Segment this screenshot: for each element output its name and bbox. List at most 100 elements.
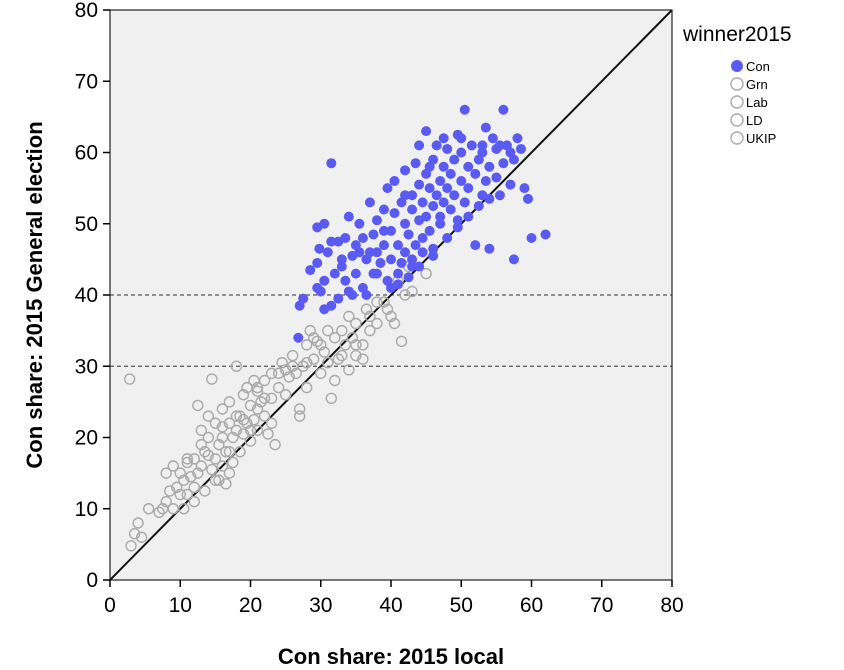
point-con bbox=[494, 190, 505, 201]
point-con bbox=[371, 247, 382, 258]
point-other bbox=[188, 495, 201, 508]
point-other bbox=[230, 360, 243, 372]
point-con bbox=[396, 257, 407, 268]
point-other bbox=[272, 381, 285, 394]
x-tick-label: 40 bbox=[379, 594, 402, 617]
point-other bbox=[265, 367, 278, 380]
legend-marker bbox=[730, 113, 744, 127]
point-con bbox=[515, 143, 526, 154]
point-other bbox=[213, 474, 225, 486]
point-other bbox=[279, 389, 292, 401]
point-other bbox=[276, 356, 288, 369]
point-other bbox=[258, 410, 271, 422]
point-other bbox=[195, 424, 208, 437]
point-con bbox=[498, 158, 509, 169]
point-other bbox=[364, 310, 376, 323]
point-con bbox=[305, 265, 316, 276]
legend-label: LD bbox=[746, 113, 763, 128]
point-con bbox=[314, 243, 325, 254]
point-con bbox=[410, 240, 421, 251]
point-other bbox=[125, 540, 137, 552]
point-con bbox=[442, 183, 453, 194]
point-con bbox=[371, 268, 382, 279]
point-other bbox=[251, 403, 264, 415]
point-con bbox=[293, 332, 304, 343]
point-other bbox=[160, 467, 172, 479]
point-other bbox=[244, 424, 257, 437]
point-other bbox=[301, 356, 313, 369]
point-other bbox=[206, 373, 218, 385]
point-con bbox=[414, 261, 425, 272]
point-con bbox=[343, 286, 354, 297]
point-con bbox=[357, 233, 368, 243]
legend-marker bbox=[730, 131, 744, 145]
point-con bbox=[512, 133, 523, 144]
point-other bbox=[227, 431, 239, 444]
point-other bbox=[123, 373, 136, 385]
point-con bbox=[456, 176, 467, 186]
point-other bbox=[128, 527, 141, 540]
point-con bbox=[470, 168, 481, 179]
point-con bbox=[480, 122, 491, 133]
point-other bbox=[332, 353, 345, 365]
point-other bbox=[220, 446, 232, 458]
point-other bbox=[336, 349, 348, 362]
point-other bbox=[142, 503, 155, 515]
point-other bbox=[202, 410, 215, 422]
point-other bbox=[357, 353, 369, 365]
point-con bbox=[414, 140, 425, 151]
y-tick-label: 20 bbox=[75, 427, 98, 450]
point-con bbox=[322, 247, 333, 258]
point-other bbox=[395, 335, 408, 348]
point-con bbox=[407, 190, 418, 201]
point-con bbox=[375, 257, 386, 268]
legend-label: Grn bbox=[746, 77, 768, 92]
point-con bbox=[445, 204, 456, 215]
point-other bbox=[350, 317, 362, 330]
point-other bbox=[174, 467, 186, 479]
y-tick-label: 30 bbox=[75, 355, 98, 378]
point-other bbox=[381, 303, 394, 315]
point-other bbox=[322, 324, 334, 337]
point-other bbox=[202, 431, 215, 444]
x-tick-label: 0 bbox=[104, 594, 116, 617]
point-other bbox=[227, 456, 239, 469]
diagonal-reference-line bbox=[109, 9, 673, 581]
point-con bbox=[393, 279, 404, 290]
point-other bbox=[255, 396, 267, 408]
point-con bbox=[421, 211, 432, 222]
point-other bbox=[216, 421, 229, 433]
point-other bbox=[164, 485, 176, 497]
x-tick-label: 20 bbox=[239, 594, 262, 617]
point-other bbox=[209, 474, 222, 486]
point-con bbox=[508, 254, 519, 265]
point-other bbox=[167, 503, 179, 515]
point-other bbox=[399, 289, 411, 301]
point-con bbox=[463, 161, 474, 172]
point-con bbox=[438, 161, 449, 172]
point-con bbox=[364, 197, 375, 208]
point-con bbox=[491, 172, 502, 183]
point-con bbox=[326, 158, 337, 169]
point-other bbox=[178, 474, 190, 486]
point-con bbox=[484, 193, 495, 204]
point-other bbox=[192, 467, 204, 479]
point-con bbox=[438, 197, 449, 208]
point-other bbox=[293, 410, 306, 422]
point-other bbox=[343, 364, 355, 376]
point-other bbox=[293, 403, 306, 415]
point-con bbox=[407, 261, 418, 272]
point-other bbox=[223, 467, 236, 479]
point-other bbox=[195, 438, 208, 451]
legend-marker bbox=[730, 77, 744, 91]
point-other bbox=[308, 353, 320, 365]
y-tick-label: 10 bbox=[75, 498, 98, 521]
point-con bbox=[417, 233, 428, 243]
y-axis-title: Con share: 2015 General election bbox=[22, 121, 47, 468]
point-other bbox=[290, 367, 302, 380]
point-other bbox=[241, 417, 253, 429]
point-con bbox=[407, 254, 418, 265]
point-other bbox=[279, 364, 292, 376]
point-con bbox=[400, 247, 411, 258]
